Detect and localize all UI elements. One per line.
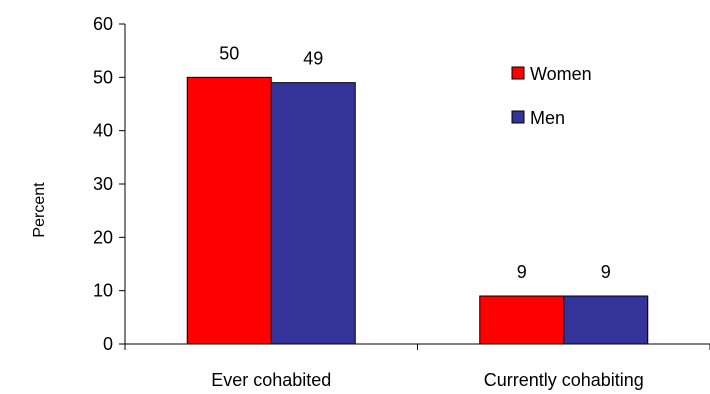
legend-swatch-men	[511, 110, 525, 124]
y-tick-label: 10	[93, 281, 113, 301]
y-tick-label: 30	[93, 174, 113, 194]
y-tick-label: 50	[93, 67, 113, 87]
bar-men-1	[270, 82, 356, 345]
x-category-label: Currently cohabiting	[484, 370, 644, 390]
legend-label-men: Men	[530, 108, 565, 128]
data-label: 50	[219, 43, 239, 63]
y-tick-label: 60	[93, 14, 113, 34]
bar-women-1	[186, 76, 272, 345]
data-labels: 50 49 9 9	[219, 43, 611, 282]
y-axis-title: Percent	[31, 182, 48, 238]
axes: 0 10 20 30 40 50 60 Ever cohabited Currently coh…	[93, 14, 710, 390]
legend-swatch-women	[511, 66, 525, 80]
data-label: 9	[517, 262, 527, 282]
x-category-label: Ever cohabited	[211, 370, 331, 390]
y-tick-label: 0	[103, 334, 113, 354]
data-label: 9	[601, 262, 611, 282]
bar-women-2	[479, 295, 565, 345]
bar-men-2	[563, 295, 649, 345]
legend-label-women: Women	[530, 64, 592, 84]
legend: Women Men	[511, 64, 592, 128]
y-tick-label: 40	[93, 121, 113, 141]
bars	[186, 76, 649, 345]
data-label: 49	[303, 49, 323, 69]
y-tick-label: 20	[93, 227, 113, 247]
